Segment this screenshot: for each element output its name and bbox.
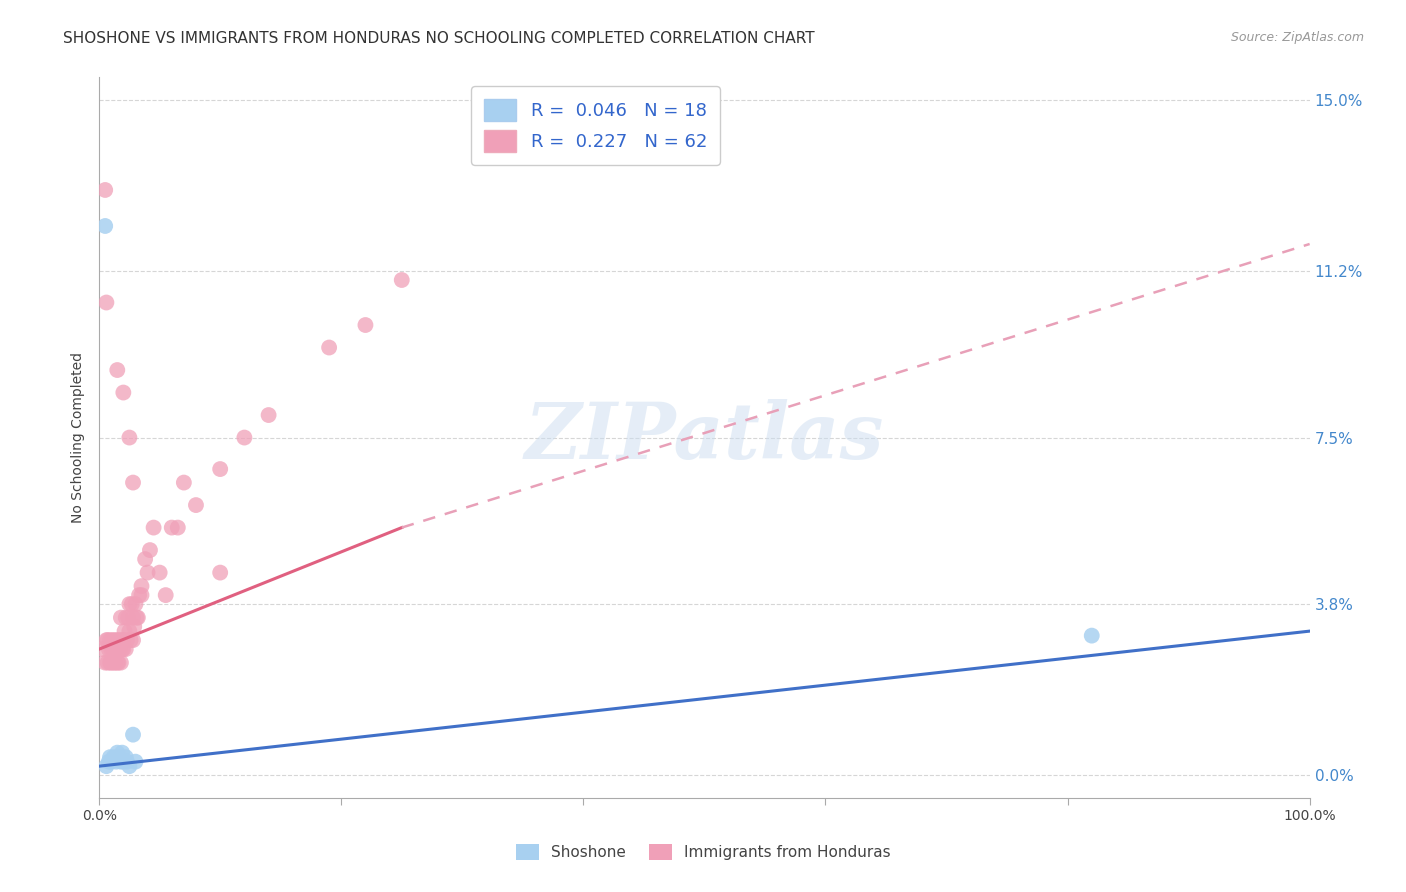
Point (354, 318, 377, 332)
Text: SHOSHONE VS IMMIGRANTS FROM HONDURAS NO SCHOOLING COMPLETED CORRELATION CHART: SHOSHONE VS IMMIGRANTS FROM HONDURAS NO … (63, 31, 815, 46)
Point (105, 746, 128, 760)
Point (94, 219, 117, 233)
Point (136, 566, 159, 580)
Point (184, 498, 207, 512)
Point (103, 750, 125, 764)
Point (122, 633, 145, 648)
Point (96, 295, 118, 310)
Point (125, 610, 148, 624)
Point (122, 475, 145, 490)
Point (107, 750, 129, 764)
Legend: Shoshone, Immigrants from Honduras: Shoshone, Immigrants from Honduras (509, 838, 897, 866)
Point (107, 642, 129, 657)
Point (318, 341, 340, 355)
Point (98, 656, 121, 670)
Point (124, 755, 146, 769)
Point (118, 759, 141, 773)
Point (105, 633, 128, 648)
Point (105, 656, 128, 670)
Point (134, 552, 156, 566)
Point (124, 597, 146, 611)
Point (114, 610, 136, 624)
Point (98, 750, 121, 764)
Text: Source: ZipAtlas.com: Source: ZipAtlas.com (1230, 31, 1364, 45)
Point (131, 579, 153, 593)
Point (97, 633, 120, 648)
Point (114, 642, 136, 657)
Point (120, 633, 142, 648)
Point (209, 462, 232, 476)
Point (122, 619, 145, 633)
Point (111, 746, 134, 760)
Point (233, 431, 256, 445)
Point (112, 385, 135, 400)
Legend: R =  0.046   N = 18, R =  0.227   N = 62: R = 0.046 N = 18, R = 0.227 N = 62 (471, 87, 720, 165)
Point (104, 633, 127, 648)
Point (98, 633, 121, 648)
Point (131, 588, 153, 602)
Point (117, 610, 139, 624)
Point (112, 755, 135, 769)
Point (257, 408, 280, 422)
Point (108, 633, 131, 648)
Point (94, 656, 117, 670)
Point (115, 755, 138, 769)
Point (91, 642, 114, 657)
Point (97, 755, 120, 769)
Point (96, 633, 118, 648)
Point (149, 566, 172, 580)
Point (173, 475, 195, 490)
Point (100, 755, 122, 769)
Point (209, 566, 232, 580)
Point (105, 642, 128, 657)
Point (391, 273, 413, 287)
Point (110, 610, 132, 624)
Text: ZIPatlas: ZIPatlas (524, 400, 884, 475)
Point (160, 520, 183, 534)
Point (128, 588, 150, 602)
Point (105, 755, 128, 769)
Point (96, 759, 118, 773)
Point (118, 597, 141, 611)
Point (112, 633, 135, 648)
Point (121, 597, 143, 611)
Point (127, 610, 149, 624)
Point (111, 633, 134, 648)
Point (101, 633, 124, 648)
Point (104, 656, 127, 670)
Point (100, 642, 122, 657)
Point (97, 642, 120, 657)
Point (110, 656, 132, 670)
Point (1080, 629, 1102, 643)
Point (115, 633, 138, 648)
Point (107, 656, 129, 670)
Point (100, 656, 122, 670)
Point (94, 183, 117, 197)
Point (142, 520, 165, 534)
Point (139, 543, 162, 558)
Point (111, 642, 134, 657)
Point (166, 520, 188, 534)
Point (112, 642, 135, 657)
Point (122, 728, 145, 742)
Point (103, 656, 125, 670)
Point (114, 750, 136, 764)
Point (103, 642, 125, 657)
Point (122, 610, 145, 624)
Y-axis label: No Schooling Completed: No Schooling Completed (72, 352, 86, 523)
Point (105, 363, 128, 377)
Point (118, 624, 141, 639)
Point (155, 588, 177, 602)
Point (108, 642, 131, 657)
Point (118, 431, 141, 445)
Point (110, 755, 132, 769)
Point (114, 624, 136, 639)
Point (97, 656, 120, 670)
